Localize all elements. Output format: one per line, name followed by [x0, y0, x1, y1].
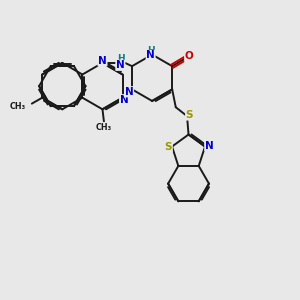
Text: N: N: [116, 60, 125, 70]
Text: N: N: [125, 87, 134, 97]
Text: N: N: [205, 141, 214, 151]
Text: N: N: [146, 50, 155, 61]
Text: O: O: [185, 51, 194, 62]
Text: N: N: [98, 56, 107, 66]
Text: H: H: [147, 46, 154, 55]
Text: H: H: [117, 54, 125, 63]
Text: CH₃: CH₃: [96, 123, 112, 132]
Text: N: N: [120, 95, 128, 105]
Text: S: S: [186, 110, 193, 120]
Text: CH₃: CH₃: [10, 101, 26, 110]
Text: S: S: [165, 142, 172, 152]
